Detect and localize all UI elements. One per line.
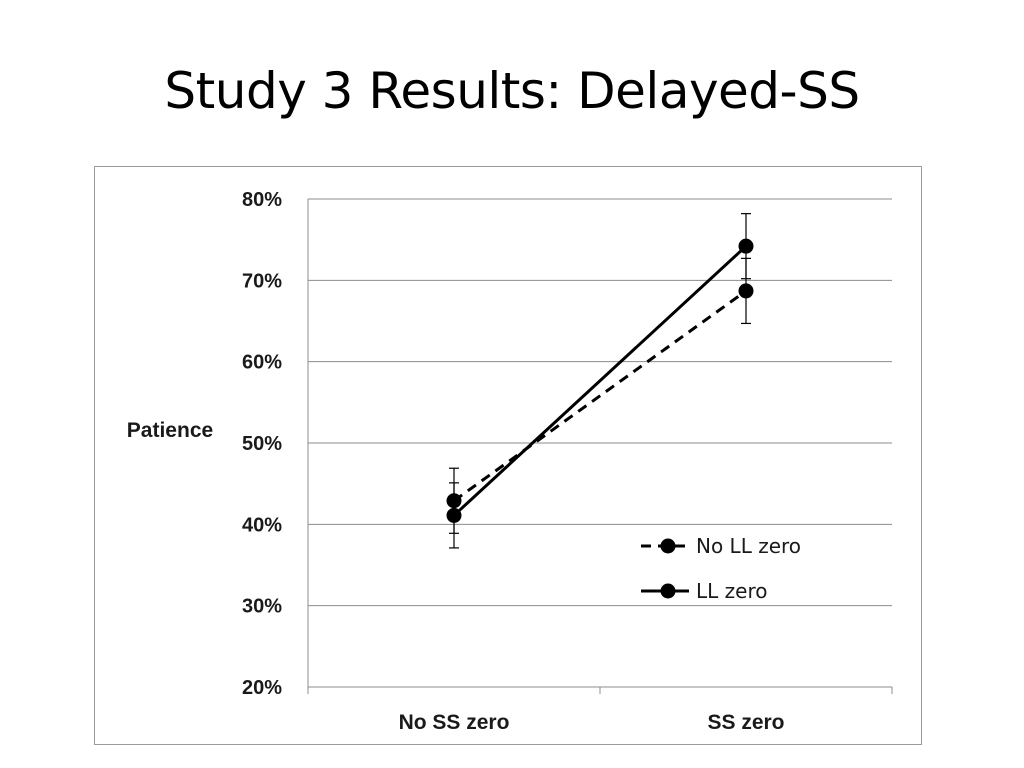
y-tick-label: 40% (242, 514, 282, 536)
series-line (453, 289, 747, 502)
data-point (446, 507, 462, 523)
y-axis-label: Patience (127, 419, 213, 442)
data-point (738, 283, 754, 299)
legend-label: No LL zero (696, 534, 801, 558)
legend-marker (660, 583, 676, 599)
y-tick-label: 80% (242, 189, 282, 211)
chart-frame (94, 166, 922, 745)
y-tick-label: 70% (242, 270, 282, 292)
x-tick-label: No SS zero (399, 711, 510, 734)
series-line (452, 245, 748, 517)
legend-marker (660, 538, 676, 554)
data-point (738, 238, 754, 254)
y-tick-label: 50% (242, 433, 282, 455)
legend-label: LL zero (696, 579, 767, 603)
y-tick-label: 30% (242, 596, 282, 618)
slide-title: Study 3 Results: Delayed-SS (164, 62, 860, 120)
y-tick-label: 20% (242, 677, 282, 699)
x-tick-label: SS zero (707, 711, 784, 734)
y-tick-label: 60% (242, 352, 282, 374)
